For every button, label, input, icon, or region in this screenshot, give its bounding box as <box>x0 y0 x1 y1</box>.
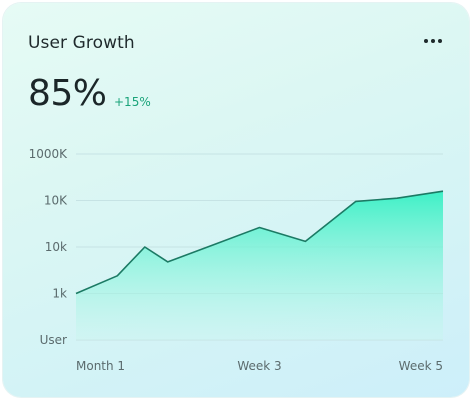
growth-percentage: 85% <box>28 73 107 114</box>
more-dot <box>438 39 442 43</box>
x-tick-label: Month 1 <box>76 359 125 373</box>
user-growth-chart: User 1k 10k 10K 1000K Month 1 Week 3 Week 5 <box>29 147 444 373</box>
x-tick-label: Week 5 <box>399 359 443 373</box>
user-growth-card: User Growth 85% +15% User 1k 10k 10K 1000K M… <box>3 3 469 397</box>
x-tick-label: Week 3 <box>237 359 281 373</box>
y-tick-label: User <box>40 333 67 347</box>
y-tick-label: 1k <box>52 287 67 301</box>
y-tick-label: 10k <box>45 240 67 254</box>
card-title: User Growth <box>28 33 135 53</box>
area-fill <box>76 191 443 340</box>
more-options-icon[interactable] <box>421 29 445 53</box>
series-line <box>75 190 444 295</box>
more-dot <box>431 39 435 43</box>
growth-delta-badge: +15% <box>114 95 151 109</box>
y-tick-label: 10K <box>44 194 68 208</box>
y-tick-label: 1000K <box>29 147 69 161</box>
more-dot <box>424 39 428 43</box>
